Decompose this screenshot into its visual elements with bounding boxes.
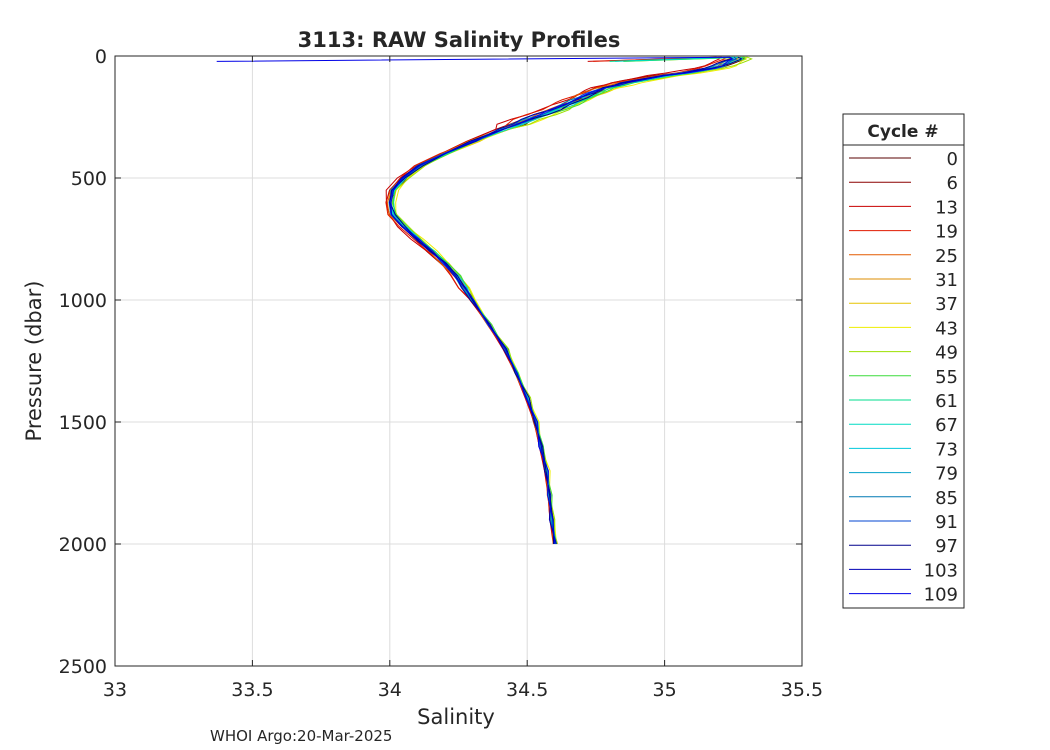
y-tick-label: 2000	[59, 534, 107, 556]
legend-label-cycle-97: 97	[935, 536, 958, 557]
y-tick-label: 1000	[59, 290, 107, 312]
legend-label-cycle-0: 0	[947, 149, 958, 170]
legend-label-cycle-67: 67	[935, 415, 958, 436]
plot-area	[115, 56, 802, 666]
y-axis-ticks: 0 500 1000 1500 2000 2500	[59, 46, 802, 678]
profile-lines	[216, 56, 753, 545]
x-tick-label: 34.5	[506, 679, 548, 701]
legend-label-cycle-49: 49	[935, 343, 958, 364]
legend-label-cycle-103: 103	[924, 560, 958, 581]
legend-label-cycle-79: 79	[935, 464, 958, 485]
x-tick-label: 34	[378, 679, 402, 701]
legend-label-cycle-55: 55	[935, 367, 958, 388]
legend-label-cycle-61: 61	[935, 391, 958, 412]
x-axis-label: Salinity	[417, 705, 495, 729]
grid-lines	[115, 56, 802, 666]
chart-title: 3113: RAW Salinity Profiles	[298, 28, 621, 52]
x-axis-ticks: 33 33.5 34 34.5 35 35.5	[103, 56, 823, 701]
y-tick-label: 1500	[59, 412, 107, 434]
profile-line-cycle-109	[216, 56, 734, 545]
legend-label-cycle-91: 91	[935, 512, 958, 533]
y-tick-label: 0	[95, 46, 107, 68]
legend-label-cycle-37: 37	[935, 294, 958, 315]
legend-label-cycle-109: 109	[924, 585, 958, 606]
legend-label-cycle-31: 31	[935, 270, 958, 291]
legend-label-cycle-43: 43	[935, 318, 958, 339]
legend: Cycle # 0 6 13 19 25 31 37 43 49 55 61 67 73 79 85 91 97…	[842, 113, 965, 609]
y-tick-label: 500	[71, 168, 107, 190]
x-tick-label: 35.5	[781, 679, 823, 701]
x-tick-label: 33	[103, 679, 127, 701]
y-axis-label: Pressure (dbar)	[22, 281, 46, 442]
plot-frame	[114, 55, 803, 667]
legend-label-cycle-19: 19	[935, 222, 958, 243]
legend-label-cycle-13: 13	[935, 197, 958, 218]
footer-note: WHOI Argo:20-Mar-2025	[210, 727, 392, 745]
profile-line-cycle-49	[391, 56, 753, 545]
y-tick-label: 2500	[59, 656, 107, 678]
legend-label-cycle-73: 73	[935, 439, 958, 460]
x-tick-label: 33.5	[231, 679, 273, 701]
legend-title: Cycle #	[867, 122, 938, 142]
x-tick-label: 35	[653, 679, 677, 701]
legend-box	[842, 113, 965, 609]
legend-label-cycle-6: 6	[947, 173, 958, 194]
legend-label-cycle-85: 85	[935, 488, 958, 509]
legend-items: 0 6 13 19 25 31 37 43 49 55 61 67 73 79 85 91 97 103 109	[849, 149, 958, 606]
legend-label-cycle-25: 25	[935, 246, 958, 267]
profile-line-cycle-103	[388, 56, 733, 545]
